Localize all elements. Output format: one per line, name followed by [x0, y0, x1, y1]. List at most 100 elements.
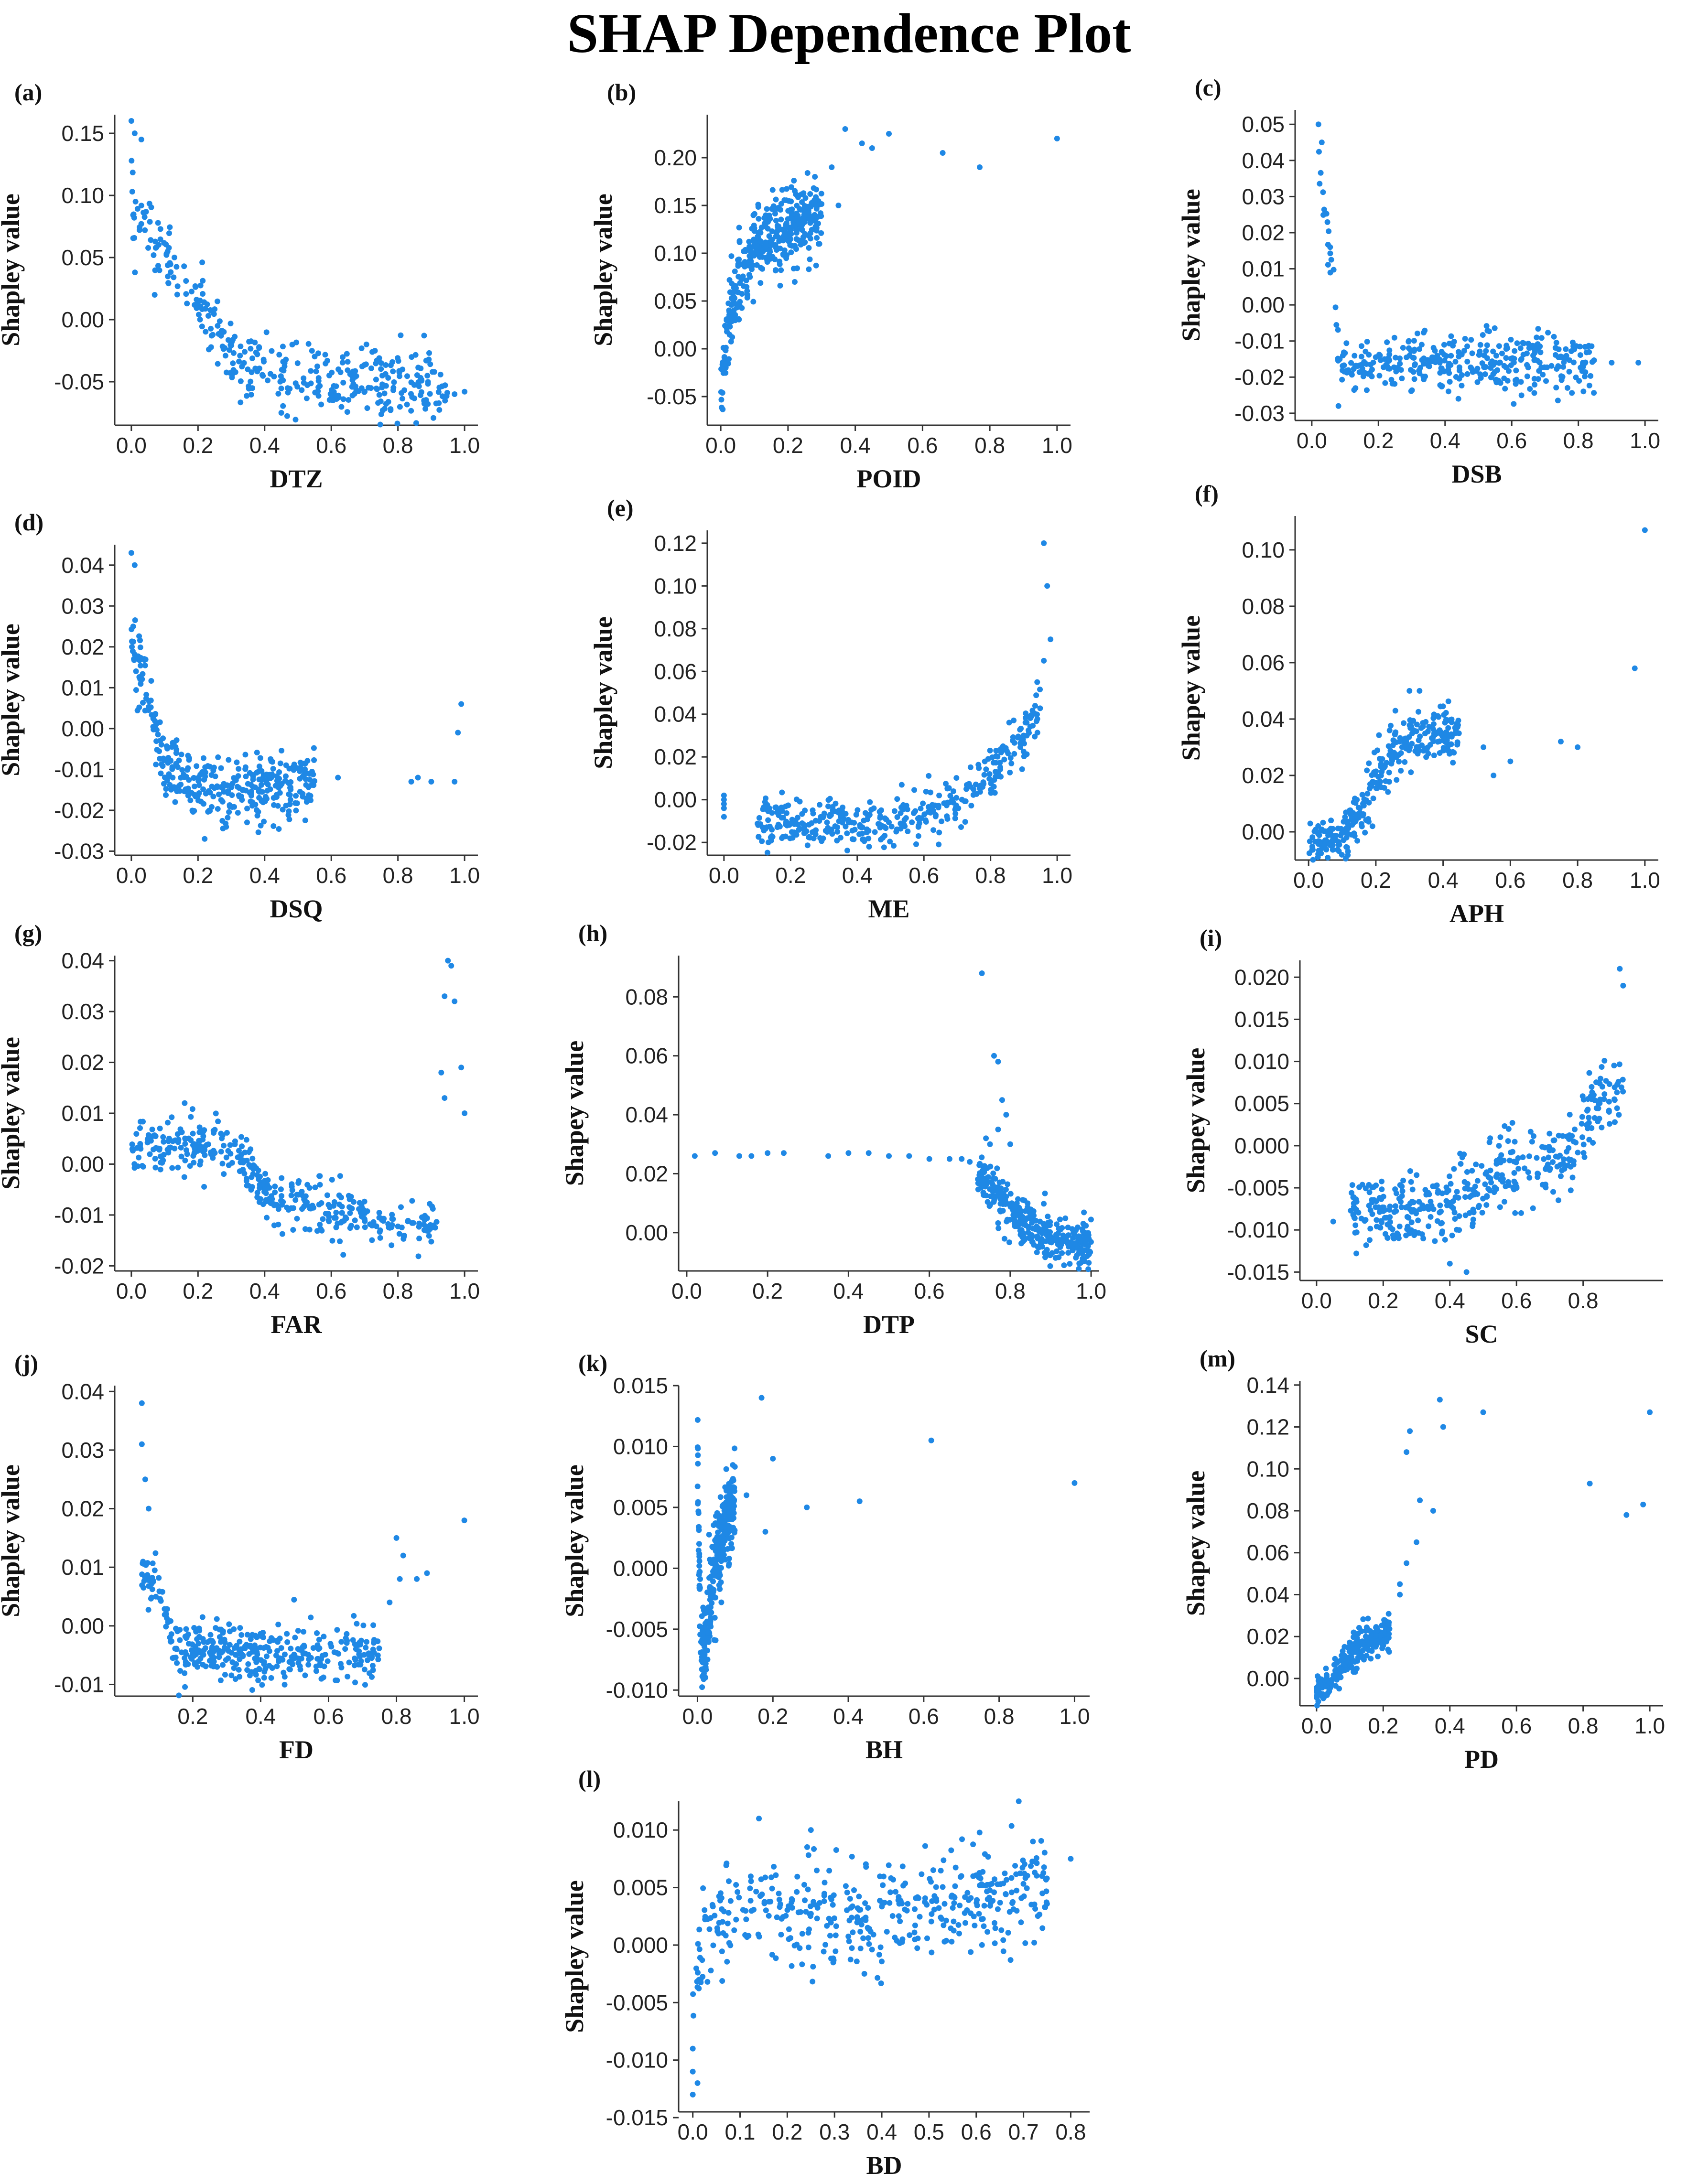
- scatter-point: [338, 404, 345, 410]
- scatter-point: [898, 810, 904, 816]
- scatter-point: [329, 369, 335, 376]
- scatter-point: [251, 1163, 258, 1170]
- scatter-point: [696, 1541, 702, 1547]
- y-tick-label: 0.015: [613, 1373, 668, 1398]
- scatter-point: [1441, 712, 1447, 718]
- scatter-point: [778, 206, 784, 213]
- scatter-point: [1483, 1169, 1490, 1175]
- scatter-point: [1335, 327, 1341, 333]
- y-axis-label: Shapey value: [1181, 1048, 1210, 1194]
- scatter-point: [209, 1658, 215, 1665]
- scatter-point: [181, 788, 187, 795]
- scatter-point: [1374, 1638, 1380, 1644]
- scatter-point: [881, 824, 887, 830]
- y-tick-label: 0.08: [1242, 594, 1285, 619]
- scatter-point: [1329, 833, 1335, 839]
- scatter-point: [1377, 1633, 1384, 1639]
- scatter-point: [130, 1148, 136, 1154]
- x-axis-label: APH: [1449, 899, 1504, 928]
- scatter-point: [153, 738, 160, 744]
- scatter-point: [1076, 1260, 1082, 1267]
- scatter-point: [732, 269, 738, 275]
- scatter-point: [1358, 343, 1364, 349]
- scatter-point: [199, 1614, 205, 1620]
- scatter-point: [1331, 1675, 1337, 1681]
- scatter-point: [880, 835, 886, 841]
- scatter-point: [1518, 379, 1524, 385]
- x-tick-label: 0.4: [249, 433, 280, 458]
- scatter-point: [207, 1632, 214, 1638]
- scatter-point: [387, 1599, 393, 1605]
- scatter-point: [1438, 731, 1444, 737]
- scatter-point: [133, 687, 139, 693]
- y-tick-label: 0.04: [61, 1379, 104, 1404]
- scatter-point: [205, 313, 211, 319]
- scatter-point: [190, 1130, 196, 1137]
- scatter-point: [847, 1957, 854, 1963]
- scatter-point: [128, 118, 134, 124]
- scatter-point: [1586, 1137, 1592, 1143]
- scatter-point: [751, 222, 757, 228]
- scatter-point: [918, 815, 924, 821]
- scatter-point: [997, 764, 1004, 770]
- scatter-point: [1461, 348, 1467, 354]
- scatter-point: [1363, 361, 1370, 367]
- scatter-point: [1508, 355, 1514, 362]
- scatter-point: [461, 1517, 467, 1524]
- x-axis-label: FD: [279, 1735, 314, 1764]
- scatter-point: [1438, 365, 1445, 371]
- scatter-point: [265, 1177, 271, 1183]
- scatter-point: [1059, 1225, 1065, 1231]
- scatter-point: [358, 1204, 365, 1210]
- scatter-point: [310, 771, 316, 777]
- scatter-point: [911, 809, 918, 815]
- scatter-point: [700, 1604, 706, 1611]
- scatter-point: [308, 1614, 314, 1621]
- panel-label: (a): [14, 79, 42, 106]
- scatter-point: [265, 377, 271, 384]
- scatter-point: [894, 814, 900, 820]
- scatter-point: [337, 369, 344, 376]
- scatter-point: [236, 358, 242, 365]
- x-tick-label: 0.6: [316, 863, 346, 888]
- scatter-point: [426, 356, 432, 363]
- scatter-point: [1307, 838, 1313, 844]
- scatter-point: [259, 1682, 265, 1688]
- scatter-point: [317, 383, 323, 389]
- scatter-point: [993, 760, 999, 766]
- scatter-point: [254, 1190, 260, 1196]
- scatter-point: [729, 301, 735, 307]
- scatter-point: [995, 1225, 1002, 1231]
- scatter-point: [1550, 1159, 1556, 1165]
- scatter-point: [1561, 1156, 1567, 1162]
- scatter-point: [1543, 378, 1549, 384]
- scatter-point: [845, 1150, 852, 1156]
- scatter-point: [1555, 398, 1561, 404]
- scatter-point: [731, 1529, 737, 1536]
- scatter-point: [358, 345, 365, 352]
- scatter-point: [783, 810, 790, 816]
- scatter-point: [1577, 352, 1583, 358]
- scatter-point: [257, 755, 263, 761]
- scatter-point: [768, 838, 774, 844]
- scatter-point: [1430, 1508, 1436, 1514]
- scatter-point: [389, 359, 395, 365]
- scatter-point: [1437, 1202, 1443, 1208]
- scatter-point: [995, 1220, 1001, 1226]
- scatter-point: [1623, 1512, 1630, 1518]
- scatter-point: [1314, 1702, 1320, 1709]
- scatter-point: [195, 778, 202, 784]
- scatter-point: [1548, 363, 1555, 369]
- x-axis-label: DTZ: [270, 464, 323, 493]
- scatter-point: [1008, 1889, 1015, 1895]
- scatter-point: [219, 1161, 226, 1167]
- scatter-point: [992, 1920, 998, 1926]
- y-tick-label: 0.04: [1242, 707, 1285, 732]
- scatter-point: [283, 762, 289, 768]
- scatter-point: [152, 1550, 159, 1556]
- scatter-point: [228, 1672, 235, 1678]
- scatter-point: [276, 352, 282, 358]
- x-tick-label: 0.4: [245, 1704, 276, 1729]
- scatter-point: [1066, 1244, 1072, 1250]
- scatter-point: [1020, 1216, 1027, 1222]
